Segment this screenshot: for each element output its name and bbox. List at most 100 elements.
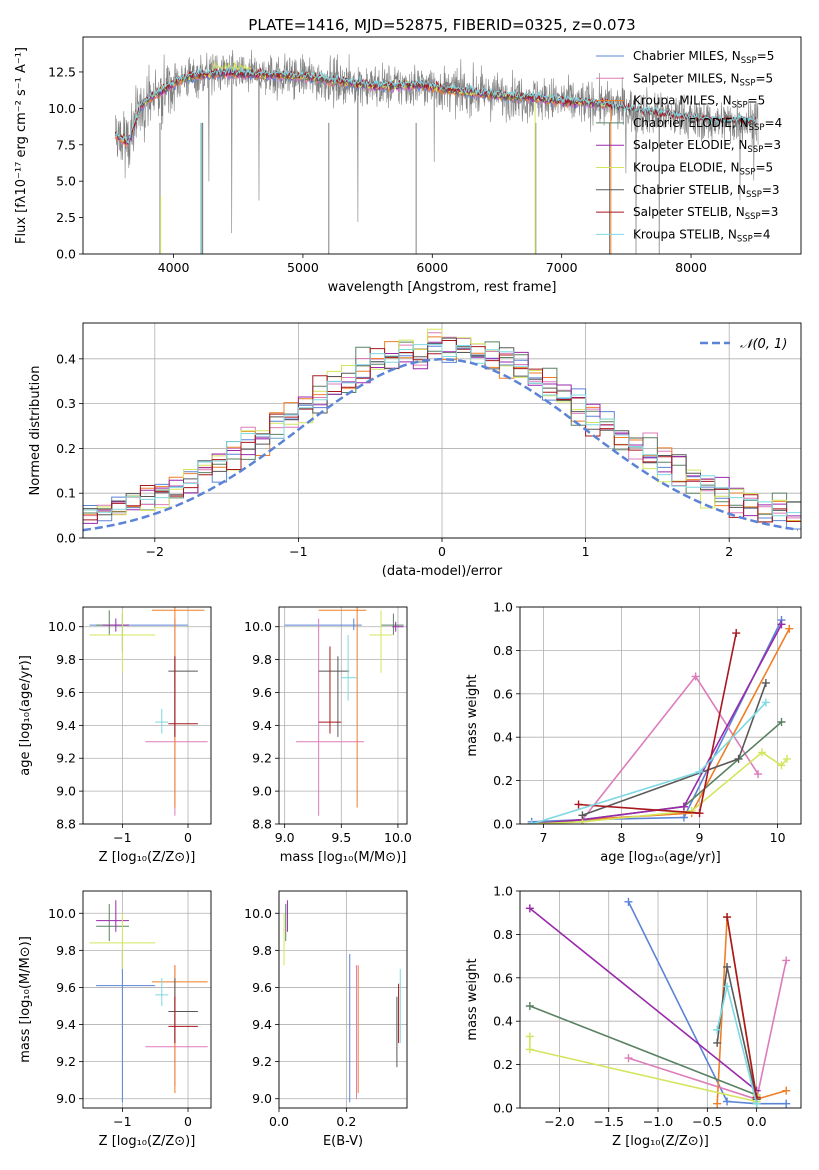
x-tick-label: 8 (617, 830, 625, 845)
histograms (83, 328, 801, 532)
x-tick-label: 0.0 (269, 1114, 289, 1129)
y-tick-label: 12.5 (48, 64, 76, 79)
x-tick-label: 0.0 (747, 1114, 767, 1129)
x-tick-label: 10 (770, 830, 786, 845)
y-tick-label: 0.1 (56, 486, 76, 501)
residuals-panel: −2 −1 0 1 2 0.0 0.1 0.2 0.3 0.4 (data-model)/error… (28, 322, 802, 579)
x-tick-label: −1.5 (594, 1114, 624, 1129)
y-tick-label: 9.6 (252, 685, 272, 700)
weight-marker-SE (777, 620, 786, 629)
weight-marker-SS (695, 809, 704, 818)
y-tick-label: 5.0 (56, 174, 76, 189)
y-tick-label: 0.8 (493, 643, 513, 658)
weight-marker-SE (525, 904, 534, 913)
x-tick-label: −1 (113, 1114, 131, 1129)
y-tick-label: 2.5 (56, 210, 76, 225)
y-tick-label: 9.0 (56, 1091, 76, 1106)
weight-marker-KE (687, 806, 696, 815)
weight-marker-CS (734, 754, 743, 763)
y-tick-label: 0.2 (493, 1057, 513, 1072)
x-tick-label: 9 (696, 830, 704, 845)
y-tick-label: 9.8 (56, 652, 76, 667)
x-tick-label: 8000 (675, 260, 707, 275)
weight-marker-CM (723, 1097, 732, 1106)
weight-marker-KS (527, 820, 536, 824)
y-tick-label: 0.6 (493, 686, 513, 701)
weight-marker-SS (574, 800, 583, 809)
mass-vs-ebv-panel: 0.0 0.2 9.0 9.2 9.4 9.6 9.8 10.0 E(B-V) (244, 890, 408, 1149)
x-axis-label: Z [log₁₀(Z/Z⊙)] (99, 1134, 196, 1149)
legend-label: Salpeter ELODIE, NSSP=3 (633, 138, 781, 155)
y-tick-label: 0.0 (56, 531, 76, 546)
axes-frame (519, 890, 802, 1109)
y-tick-label: 9.6 (252, 980, 272, 995)
weight-marker-KS (752, 1099, 761, 1108)
error-bars (89, 900, 208, 1103)
weight-line-SE (531, 624, 783, 824)
weight-marker-SS (723, 913, 732, 922)
x-axis-label: (data-model)/error (382, 564, 503, 579)
x-tick-label: 10.0 (384, 830, 412, 845)
x-tick-label: −2 (146, 544, 164, 559)
y-tick-label: 10.0 (244, 619, 272, 634)
y-tick-label: 9.0 (56, 784, 76, 799)
y-tick-label: 0.0 (493, 1101, 513, 1116)
weight-marker-CM (679, 813, 688, 822)
x-axis-label: Z [log₁₀(Z/Z⊙)] (99, 850, 196, 865)
y-tick-label: 9.2 (56, 751, 76, 766)
weight-marker-CE (525, 1002, 534, 1011)
x-tick-label: 0 (438, 544, 446, 559)
y-tick-label: 8.8 (56, 817, 76, 832)
weight-lines (527, 616, 794, 824)
x-tick-label: 0 (184, 830, 192, 845)
x-tick-label: 2 (725, 544, 733, 559)
weight-marker-KS (713, 1025, 722, 1034)
weight-vs-age-panel: 7 8 9 10 0.0 0.2 0.4 0.6 0.8 1.0 age [log₁₀(age/yr… (465, 600, 802, 865)
x-tick-label: 9.5 (331, 830, 351, 845)
y-tick-label: 8.8 (252, 817, 272, 832)
y-axis-label: mass weight (465, 674, 480, 756)
y-tick-label: 1.0 (493, 600, 513, 615)
y-tick-label: 9.8 (252, 652, 272, 667)
y-tick-label: 0.3 (56, 396, 76, 411)
spectrum-panel: 4000 5000 6000 7000 8000 0.0 2.5 5.0 7.5 10.0 12.5… (14, 16, 802, 295)
weight-marker-SM (754, 770, 763, 779)
y-axis-label: Flux [fλ10⁻¹⁷ erg cm⁻² s⁻¹ A⁻¹] (14, 47, 29, 244)
x-tick-label: 6000 (416, 260, 448, 275)
axes-frame (278, 606, 408, 825)
x-tick-label: −1 (289, 544, 307, 559)
legend-label: Salpeter STELIB, NSSP=3 (633, 205, 778, 222)
legend-label: Salpeter MILES, NSSP=5 (633, 71, 773, 88)
x-tick-label: 7 (539, 830, 547, 845)
y-tick-label: 9.2 (252, 1054, 272, 1069)
y-tick-label: 0.4 (56, 351, 76, 366)
weight-marker-KE (782, 754, 791, 763)
y-tick-label: 0.6 (493, 970, 513, 985)
weight-marker-KM (713, 1099, 722, 1108)
legend-label: 𝒩(0, 1) (740, 337, 787, 352)
legend-label: Kroupa MILES, NSSP=5 (633, 94, 765, 111)
x-tick-label: −2.0 (544, 1114, 574, 1129)
mass-vs-metallicity-panel: −1 0 9.0 9.2 9.4 9.6 9.8 10.0 Z [log₁₀(Z/Z⊙)] mas… (18, 890, 212, 1149)
y-tick-label: 0.2 (493, 773, 513, 788)
x-tick-label: 5000 (287, 260, 319, 275)
weight-marker-KE (525, 1045, 534, 1054)
chart-title: PLATE=1416, MJD=52875, FIBERID=0325, z=0… (248, 16, 635, 34)
y-tick-label: 10.0 (244, 906, 272, 921)
x-axis-label: age [log₁₀(age/yr)] (600, 850, 721, 865)
y-tick-label: 9.2 (252, 751, 272, 766)
y-tick-label: 0.8 (493, 927, 513, 942)
x-tick-label: 9.0 (275, 830, 295, 845)
y-tick-label: 9.8 (252, 943, 272, 958)
legend-label: Chabrier MILES, NSSP=5 (633, 49, 774, 66)
y-tick-label: 9.0 (252, 1091, 272, 1106)
axes-frame (82, 890, 212, 1109)
weight-marker-KE (777, 761, 786, 770)
y-tick-label: 9.0 (252, 784, 272, 799)
weight-marker-SM (624, 1054, 633, 1063)
weight-marker-SS (732, 629, 741, 638)
x-tick-label: 7000 (546, 260, 578, 275)
weight-marker-KE (757, 748, 766, 757)
